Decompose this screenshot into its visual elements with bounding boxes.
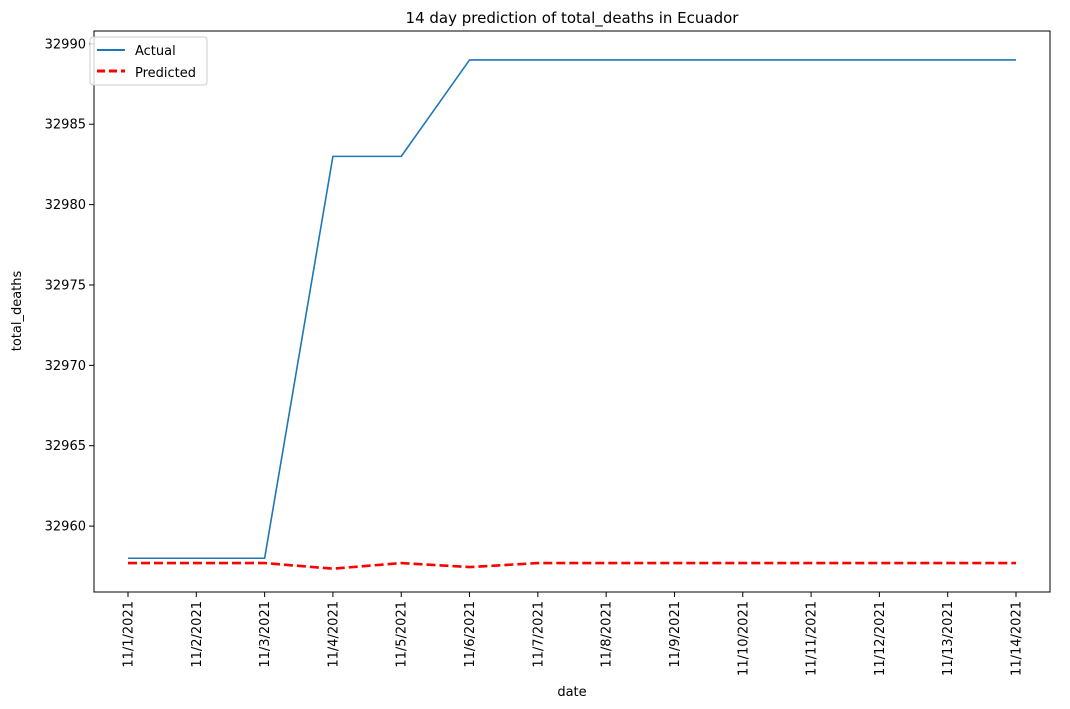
y-tick-label: 32970 <box>45 359 86 374</box>
chart-title: 14 day prediction of total_deaths in Ecu… <box>406 9 740 28</box>
series-line-predicted <box>128 561 1016 570</box>
x-tick-label: 11/5/2021 <box>395 601 410 668</box>
x-tick-label: 11/2/2021 <box>190 601 205 668</box>
y-tick-label: 32985 <box>45 118 86 133</box>
x-tick-label: 11/7/2021 <box>531 601 546 668</box>
y-tick-label: 32990 <box>45 37 86 52</box>
y-tick-label: 32975 <box>45 278 86 293</box>
y-axis-label: total_deaths <box>10 271 25 352</box>
y-axis: 32960 32965 32970 32975 32980 32985 32990 <box>45 37 94 535</box>
x-tick-label: 11/6/2021 <box>463 601 478 668</box>
x-tick-label: 11/8/2021 <box>600 601 615 668</box>
x-tick-label: 11/12/2021 <box>873 601 888 676</box>
legend-actual-label: Actual <box>135 44 176 59</box>
y-tick-label: 32980 <box>45 198 86 213</box>
x-tick-label: 11/1/2021 <box>122 601 137 668</box>
x-tick-label: 11/13/2021 <box>941 601 956 676</box>
x-axis-label: date <box>557 685 586 700</box>
plot-area-frame <box>93 30 1051 593</box>
x-tick-label: 11/14/2021 <box>1010 601 1025 676</box>
x-axis: 11/1/2021 11/2/2021 11/3/2021 11/4/2021 11/5… <box>122 592 1025 676</box>
x-tick-label: 11/10/2021 <box>736 601 751 676</box>
series-layer <box>128 59 1016 570</box>
x-tick-label: 11/11/2021 <box>805 601 820 676</box>
x-tick-label: 11/3/2021 <box>258 601 273 668</box>
legend-predicted-label: Predicted <box>135 66 196 81</box>
x-tick-label: 11/4/2021 <box>326 601 341 668</box>
x-tick-label: 11/9/2021 <box>668 601 683 668</box>
series-line-actual <box>128 59 1016 560</box>
legend: Actual Predicted <box>89 36 208 86</box>
y-tick-label: 32960 <box>45 520 86 535</box>
y-tick-label: 32965 <box>45 439 86 454</box>
